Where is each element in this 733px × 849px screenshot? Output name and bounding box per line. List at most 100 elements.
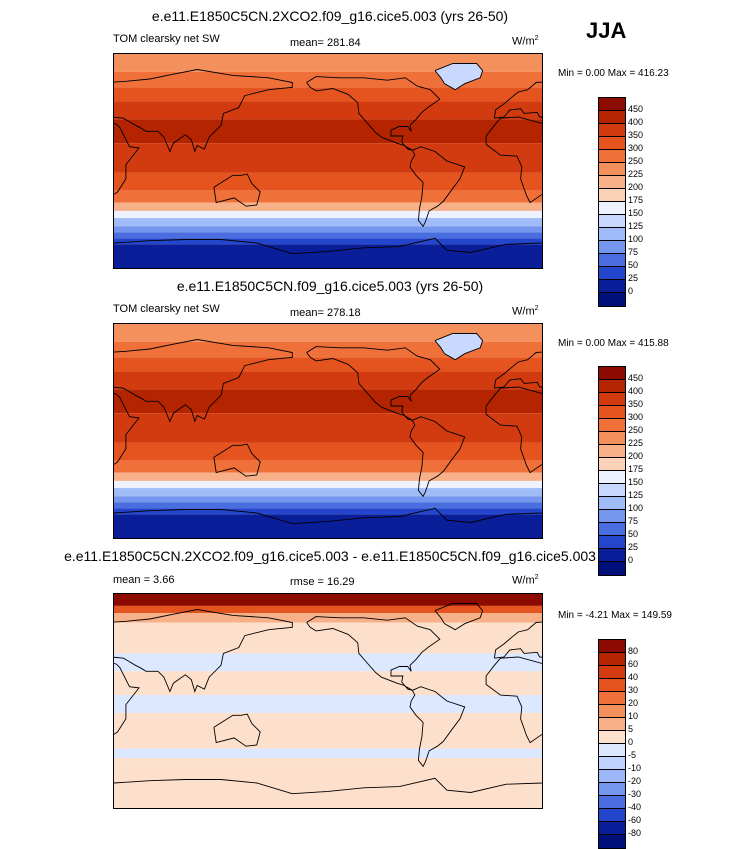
colorbar-tick-label: 75 [628, 516, 639, 526]
field-band [114, 488, 542, 497]
coastline-antarctica [114, 779, 293, 795]
colorbar-swatch [599, 393, 625, 406]
colorbar-swatch [599, 202, 625, 215]
colorbar-tick-label: 125 [628, 490, 644, 500]
panel-3-minmax: Min = -4.21 Max = 149.59 [558, 610, 672, 621]
field-band [114, 496, 542, 503]
colorbar-tick-label: 175 [628, 464, 644, 474]
colorbar-tick-label: 20 [628, 698, 639, 708]
colorbar-swatch [599, 744, 625, 757]
colorbar-tick-label: 25 [628, 273, 639, 283]
colorbar-swatch [599, 176, 625, 189]
coastline-eurasia [114, 339, 293, 423]
panel-1-title: e.e11.E1850C5CN.2XCO2.f09_g16.cice5.003 … [151, 8, 509, 24]
colorbar-tick-label: 80 [628, 646, 639, 656]
field-band [114, 622, 542, 654]
field-band [114, 357, 542, 372]
colorbar-tick-label: 25 [628, 542, 639, 552]
field-band [114, 758, 542, 767]
colorbar-swatch [599, 267, 625, 280]
panel-2-variable-label: TOM clearsky net SW [113, 303, 220, 315]
colorbar-tick-label: 200 [628, 451, 644, 461]
colorbar-swatch [599, 380, 625, 393]
colorbar-tick-label: 225 [628, 169, 644, 179]
coastline-australia [213, 443, 261, 477]
field-band [114, 71, 542, 88]
field-band [114, 371, 542, 390]
colorbar-tick-label: 350 [628, 399, 644, 409]
colorbar-swatch [599, 809, 625, 822]
coastline-africa [114, 392, 140, 465]
colorbar-swatch [599, 731, 625, 744]
colorbar-swatch [599, 640, 625, 653]
colorbar-tick-label: -5 [628, 750, 637, 760]
panel-1-minmax: Min = 0.00 Max = 416.23 [558, 68, 669, 79]
colorbar-tick-label: 40 [628, 672, 639, 682]
colorbar-swatch [599, 228, 625, 241]
colorbar-swatch [599, 406, 625, 419]
panel-1-colorbar [598, 97, 626, 307]
season-label: JJA [586, 18, 627, 43]
panel-3-rmse-label: rmse = 16.29 [290, 576, 355, 588]
coastline-samerica [409, 146, 466, 228]
colorbar-swatch [599, 757, 625, 770]
colorbar-tick-label: 300 [628, 143, 644, 153]
panel-3-colorbar [598, 639, 626, 849]
colorbar-tick-label: 30 [628, 685, 639, 695]
colorbar-swatch [599, 137, 625, 150]
coastline-greenland [434, 63, 484, 91]
coastline-greenland [434, 333, 484, 361]
colorbar-swatch [599, 254, 625, 267]
field-band [114, 480, 542, 489]
coastline-namerica [306, 76, 441, 151]
colorbar-tick-label: -60 [628, 815, 642, 825]
field-band [114, 671, 542, 696]
colorbar-tick-label: 10 [628, 711, 639, 721]
colorbar-swatch [599, 718, 625, 731]
coastline-antarctica [292, 777, 542, 795]
colorbar-swatch [599, 783, 625, 796]
field-band [114, 172, 542, 191]
colorbar-swatch [599, 432, 625, 445]
colorbar-swatch [599, 796, 625, 809]
coastline-eurasia [114, 69, 293, 153]
colorbar-tick-label: 100 [628, 234, 644, 244]
colorbar-swatch [599, 241, 625, 254]
colorbar-swatch [599, 705, 625, 718]
field-band [114, 695, 542, 713]
field-band [114, 341, 542, 358]
field-band [114, 413, 542, 443]
field-band [114, 218, 542, 227]
field-band [114, 238, 542, 245]
field-band [114, 514, 542, 538]
colorbar-swatch [599, 150, 625, 163]
colorbar-swatch [599, 471, 625, 484]
coastline-africa [485, 116, 542, 204]
field-band [114, 244, 542, 268]
colorbar-swatch [599, 653, 625, 666]
colorbar-swatch [599, 497, 625, 510]
colorbar-swatch [599, 445, 625, 458]
field-band [114, 712, 542, 749]
colorbar-swatch [599, 549, 625, 562]
panel-2-units: W/m2 [512, 305, 539, 318]
colorbar-swatch [599, 98, 625, 111]
field-band [114, 508, 542, 515]
colorbar-tick-label: 50 [628, 260, 639, 270]
panel-2-title: e.e11.E1850C5CN.f09_g16.cice5.003 (yrs 2… [176, 278, 484, 294]
colorbar-tick-label: 450 [628, 373, 644, 383]
panel-2-minmax: Min = 0.00 Max = 415.88 [558, 338, 669, 349]
colorbar-swatch [599, 419, 625, 432]
colorbar-tick-label: 250 [628, 425, 644, 435]
colorbar-swatch [599, 770, 625, 783]
panel-2-map [113, 323, 543, 539]
field-band [114, 87, 542, 102]
colorbar-swatch [599, 163, 625, 176]
colorbar-tick-label: 125 [628, 221, 644, 231]
colorbar-tick-label: 150 [628, 477, 644, 487]
colorbar-swatch [599, 562, 625, 575]
colorbar-tick-label: 0 [628, 737, 634, 747]
colorbar-swatch [599, 367, 625, 380]
colorbar-swatch [599, 293, 625, 306]
field-band [114, 748, 542, 759]
